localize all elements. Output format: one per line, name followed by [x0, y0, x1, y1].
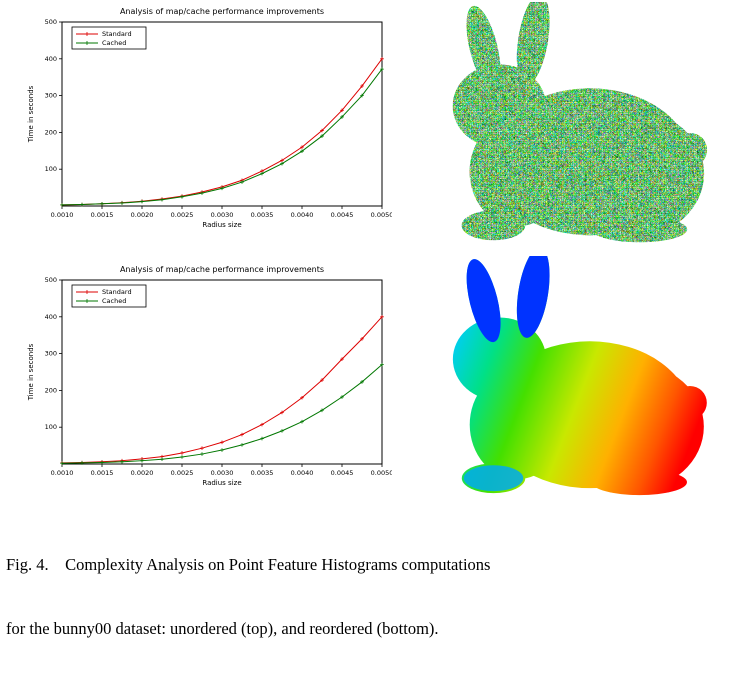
svg-text:0.0050: 0.0050	[371, 469, 392, 477]
svg-text:Radius size: Radius size	[202, 479, 241, 487]
svg-text:0.0020: 0.0020	[131, 211, 154, 219]
svg-text:100: 100	[45, 423, 57, 431]
svg-text:500: 500	[45, 18, 57, 26]
svg-text:0.0025: 0.0025	[171, 469, 194, 477]
caption-line1: Fig. 4. Complexity Analysis on Point Fea…	[6, 555, 491, 575]
svg-text:400: 400	[45, 55, 57, 63]
svg-text:Analysis of map/cache performa: Analysis of map/cache performance improv…	[120, 265, 324, 274]
svg-text:0.0045: 0.0045	[331, 211, 354, 219]
svg-text:300: 300	[45, 350, 57, 358]
svg-text:Time in seconds: Time in seconds	[27, 343, 35, 401]
performance-chart-reordered: Analysis of map/cache performance improv…	[24, 262, 392, 496]
performance-chart-unordered: Analysis of map/cache performance improv…	[24, 4, 392, 238]
svg-text:0.0030: 0.0030	[211, 469, 234, 477]
bunny-reordered-render	[396, 245, 724, 508]
svg-text:400: 400	[45, 313, 57, 321]
bunny-ear-blue	[516, 247, 550, 338]
svg-text:500: 500	[45, 276, 57, 284]
svg-text:0.0010: 0.0010	[51, 469, 74, 477]
svg-text:0.0015: 0.0015	[91, 211, 114, 219]
svg-text:Time in seconds: Time in seconds	[27, 85, 35, 143]
figure-caption: Fig. 4. Complexity Analysis on Point Fea…	[6, 512, 726, 681]
bunny-ear-blue	[466, 259, 501, 343]
bunny-paw-cyan	[463, 465, 524, 492]
svg-text:Standard: Standard	[102, 288, 132, 296]
svg-text:Radius size: Radius size	[202, 221, 241, 229]
svg-text:0.0020: 0.0020	[131, 469, 154, 477]
svg-text:Cached: Cached	[102, 297, 126, 305]
svg-text:200: 200	[45, 128, 57, 136]
caption-line2: for the bunny00 dataset: unordered (top)…	[6, 618, 439, 638]
svg-text:0.0050: 0.0050	[371, 211, 392, 219]
svg-text:0.0040: 0.0040	[291, 469, 314, 477]
bunny-unordered-render	[396, 0, 724, 256]
svg-text:0.0040: 0.0040	[291, 211, 314, 219]
svg-text:200: 200	[45, 386, 57, 394]
svg-text:Cached: Cached	[102, 39, 126, 47]
svg-text:0.0030: 0.0030	[211, 211, 234, 219]
figure-4: Analysis of map/cache performance improv…	[6, 0, 724, 638]
svg-text:Analysis of map/cache performa: Analysis of map/cache performance improv…	[120, 7, 324, 16]
svg-text:0.0015: 0.0015	[91, 469, 114, 477]
svg-text:0.0035: 0.0035	[251, 469, 274, 477]
svg-text:0.0025: 0.0025	[171, 211, 194, 219]
svg-text:Standard: Standard	[102, 30, 132, 38]
svg-text:0.0045: 0.0045	[331, 469, 354, 477]
svg-text:0.0035: 0.0035	[251, 211, 274, 219]
svg-text:0.0010: 0.0010	[51, 211, 74, 219]
svg-text:300: 300	[45, 92, 57, 100]
svg-text:100: 100	[45, 165, 57, 173]
